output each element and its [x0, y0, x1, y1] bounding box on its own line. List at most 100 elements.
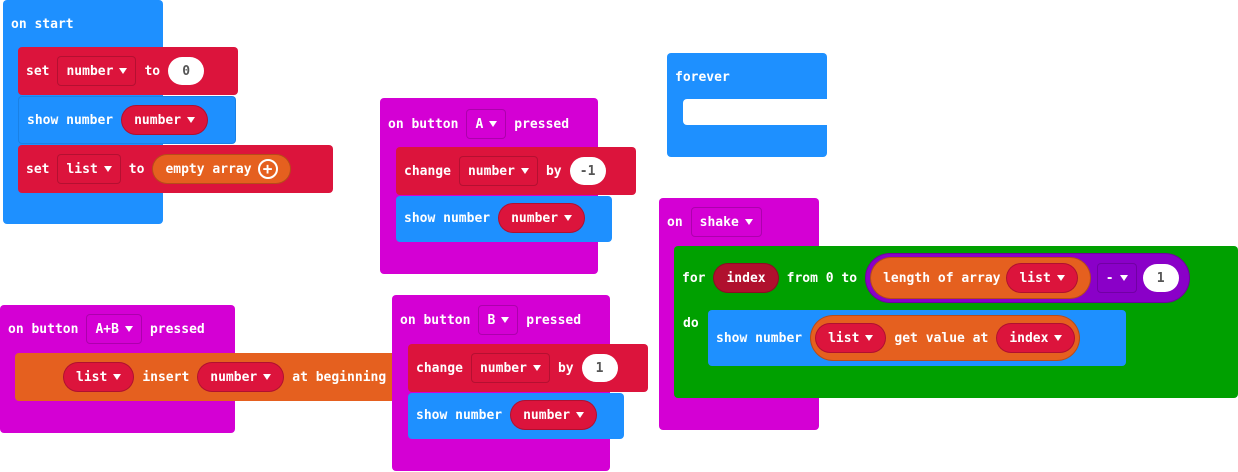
to-keyword: to — [144, 63, 161, 79]
list-variable-reporter[interactable]: list — [815, 323, 887, 353]
by-keyword: by — [545, 163, 562, 179]
do-keyword: do — [683, 316, 699, 331]
on-button-keyword: on button — [388, 116, 459, 132]
change-number-block[interactable]: change number by 1 — [408, 344, 648, 392]
gesture-dropdown-shake[interactable]: shake — [690, 207, 762, 237]
pressed-keyword: pressed — [514, 116, 570, 132]
index-variable-reporter[interactable]: index — [713, 263, 779, 293]
show-number-keyword: show number — [404, 210, 491, 226]
number-input-minus-one[interactable]: -1 — [569, 157, 606, 185]
get-value-at-reporter[interactable]: list get value at index — [810, 315, 1081, 361]
dropdown-arrow-icon — [1054, 335, 1063, 341]
button-dropdown-ab[interactable]: A+B — [86, 314, 142, 344]
dropdown-arrow-icon — [263, 374, 272, 380]
set-list-block[interactable]: set list to empty array + — [18, 145, 333, 193]
dropdown-arrow-icon — [1119, 275, 1128, 281]
on-button-keyword: on button — [8, 321, 79, 337]
dropdown-arrow-icon — [501, 317, 510, 323]
set-number-block[interactable]: set number to 0 — [18, 47, 238, 95]
set-keyword: set — [26, 161, 50, 177]
button-dropdown-a[interactable]: A — [466, 109, 507, 139]
length-of-array-label: length of array — [883, 270, 1001, 286]
operator-symbol: - — [1105, 270, 1114, 286]
set-keyword: set — [26, 63, 50, 79]
change-keyword: change — [404, 163, 451, 179]
show-number-block[interactable]: show number number — [396, 196, 612, 242]
from-keyword: from 0 to — [786, 270, 858, 286]
show-number-block[interactable]: show number number — [408, 393, 624, 439]
insert-keyword: insert — [142, 369, 190, 385]
forever-block[interactable]: forever — [667, 53, 827, 157]
button-name: A — [475, 116, 484, 132]
variable-name: number — [467, 163, 515, 179]
for-keyword: for — [682, 270, 706, 286]
at-beginning-keyword: at beginning — [292, 369, 387, 385]
pressed-keyword: pressed — [149, 321, 205, 337]
variable-name: list — [66, 161, 98, 177]
length-of-array-reporter[interactable]: length of array list — [870, 257, 1091, 299]
dropdown-arrow-icon — [532, 365, 541, 371]
loop-bottom-bar — [708, 368, 1238, 370]
number-variable-reporter[interactable]: number — [498, 203, 586, 233]
variable-dropdown-number[interactable]: number — [458, 156, 538, 186]
on-keyword: on — [667, 214, 683, 230]
operator-dropdown[interactable]: - — [1096, 263, 1137, 293]
variable-name: number — [511, 210, 559, 226]
dropdown-arrow-icon — [113, 374, 122, 380]
variable-name: list — [76, 369, 108, 385]
dropdown-arrow-icon — [119, 68, 128, 74]
list-variable-reporter[interactable]: list — [1006, 263, 1078, 293]
dropdown-arrow-icon — [744, 219, 753, 225]
number-variable-reporter[interactable]: number — [197, 362, 285, 392]
dropdown-arrow-icon — [865, 335, 874, 341]
variable-dropdown-number[interactable]: number — [57, 56, 137, 86]
variable-name: number — [66, 63, 114, 79]
insert-at-beginning-block[interactable]: list insert number at beginning — [15, 353, 415, 401]
to-keyword: to — [128, 161, 145, 177]
variable-dropdown-list[interactable]: list — [57, 154, 121, 184]
pressed-keyword: pressed — [526, 312, 582, 328]
empty-array-reporter[interactable]: empty array + — [152, 154, 291, 184]
forever-label: forever — [675, 70, 730, 85]
button-dropdown-b[interactable]: B — [478, 305, 519, 335]
dropdown-arrow-icon — [564, 215, 573, 221]
forever-empty-slot — [683, 99, 827, 125]
button-name: A+B — [95, 321, 119, 337]
number-input-zero[interactable]: 0 — [168, 57, 205, 85]
subtraction-reporter[interactable]: length of array list - 1 — [865, 253, 1190, 303]
variable-name: list — [1019, 270, 1051, 286]
gesture-name: shake — [699, 214, 739, 230]
variable-name: list — [828, 330, 860, 346]
dropdown-arrow-icon — [576, 412, 585, 418]
number-input-one[interactable]: 1 — [581, 354, 618, 382]
variable-name: number — [479, 360, 527, 376]
number-variable-reporter[interactable]: number — [121, 105, 209, 135]
show-number-keyword: show number — [416, 407, 503, 423]
number-input-one[interactable]: 1 — [1142, 264, 1179, 292]
dropdown-arrow-icon — [187, 117, 196, 123]
dropdown-arrow-icon — [103, 166, 112, 172]
on-button-keyword: on button — [400, 312, 471, 328]
variable-dropdown-number[interactable]: number — [470, 353, 550, 383]
show-number-block[interactable]: show number list get value at index — [708, 310, 1126, 366]
dropdown-arrow-icon — [124, 326, 133, 332]
get-value-at-keyword: get value at — [894, 330, 989, 346]
add-item-plus-icon[interactable]: + — [257, 159, 278, 179]
change-keyword: change — [416, 360, 463, 376]
variable-name: number — [134, 112, 182, 128]
index-variable-reporter[interactable]: index — [996, 323, 1076, 353]
change-number-block[interactable]: change number by -1 — [396, 147, 636, 195]
show-number-block[interactable]: show number number — [18, 96, 236, 144]
dropdown-arrow-icon — [520, 168, 529, 174]
variable-name: number — [523, 407, 571, 423]
number-variable-reporter[interactable]: number — [510, 400, 598, 430]
dropdown-arrow-icon — [1056, 275, 1065, 281]
on-start-label: on start — [11, 17, 74, 32]
by-keyword: by — [557, 360, 574, 376]
list-variable-reporter[interactable]: list — [63, 362, 135, 392]
dropdown-arrow-icon — [489, 121, 498, 127]
variable-name: number — [210, 369, 258, 385]
show-number-keyword: show number — [716, 330, 803, 346]
button-name: B — [487, 312, 496, 328]
show-number-keyword: show number — [27, 112, 114, 128]
